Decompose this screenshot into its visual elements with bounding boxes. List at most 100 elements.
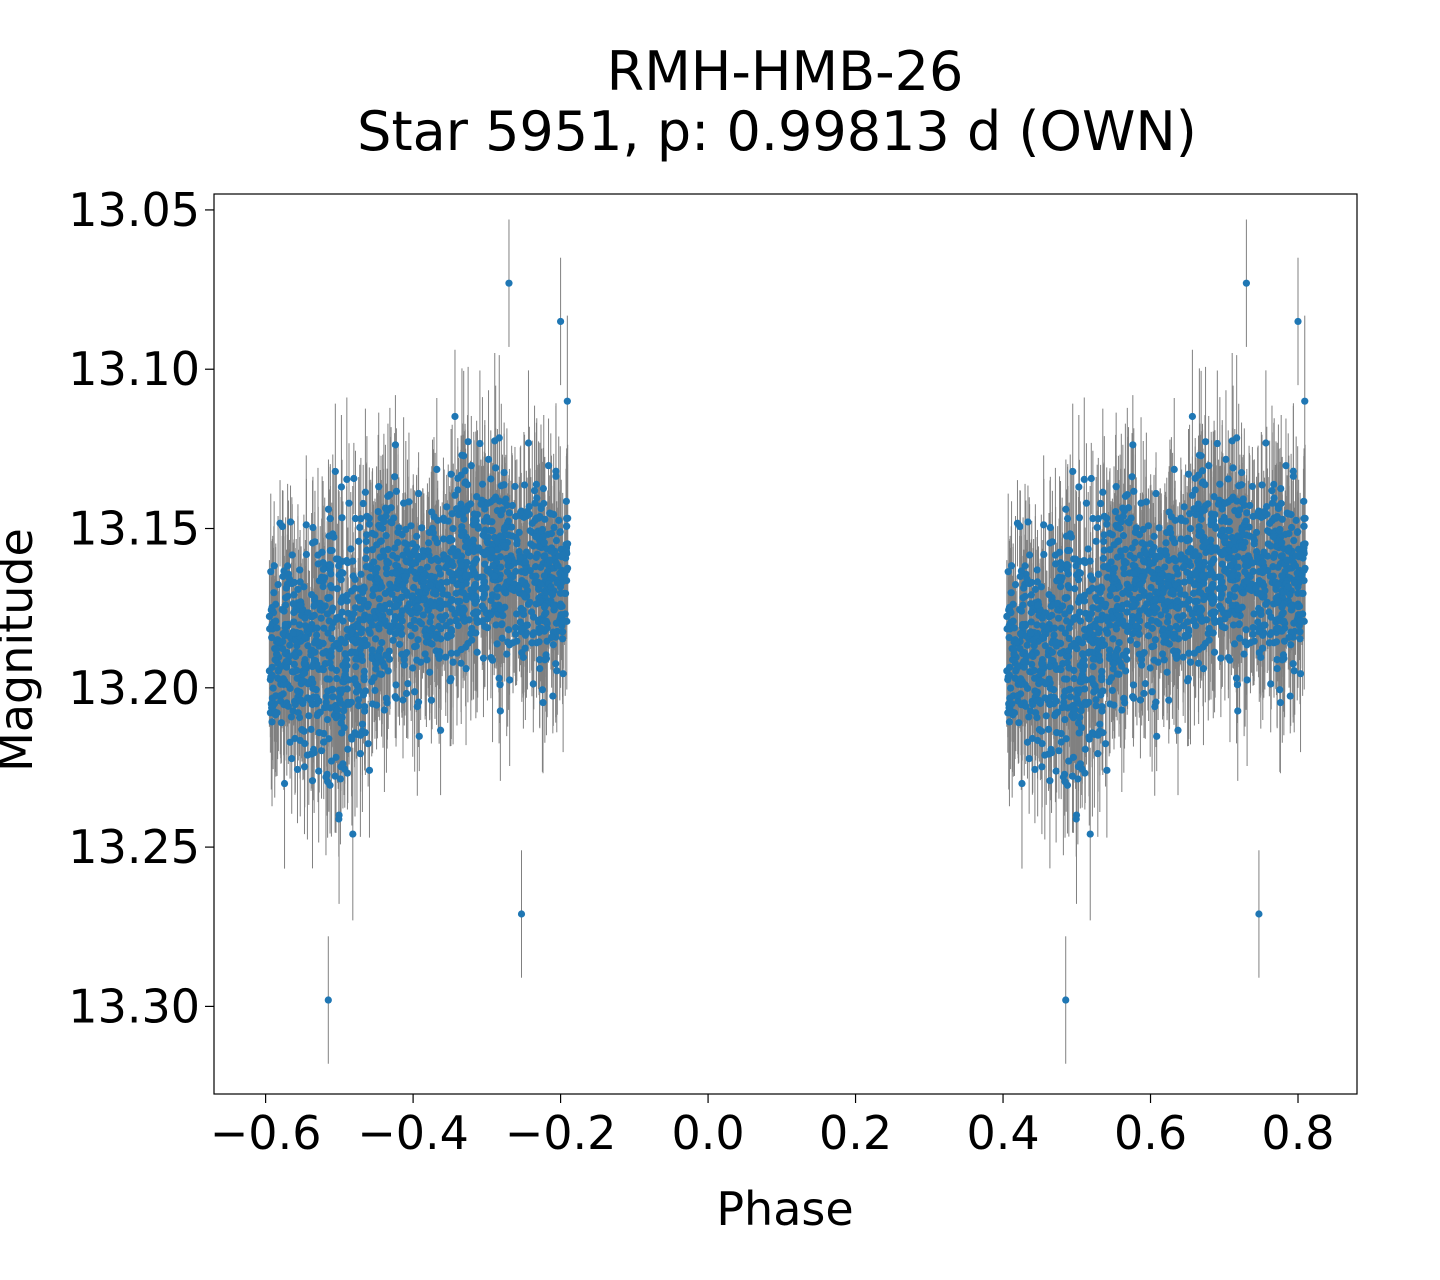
data-point [375, 483, 383, 491]
data-point [506, 676, 514, 684]
data-point [519, 591, 527, 599]
data-point [1046, 777, 1054, 785]
data-point [365, 613, 373, 621]
data-point [549, 641, 557, 649]
data-point [293, 765, 302, 774]
data-point [431, 534, 439, 543]
data-point [435, 651, 443, 660]
data-point [310, 611, 318, 619]
data-point [1153, 732, 1161, 740]
data-point [547, 547, 555, 555]
data-point [400, 661, 408, 669]
data-point [553, 667, 561, 675]
data-point [436, 570, 444, 578]
data-point [268, 671, 276, 679]
data-point [1023, 641, 1031, 649]
data-point [1061, 629, 1070, 637]
data-point [442, 556, 451, 564]
data-point [343, 475, 351, 483]
data-point [1230, 593, 1239, 601]
data-point [1197, 515, 1205, 523]
data-point [371, 686, 379, 695]
data-point [335, 562, 343, 570]
data-point [435, 564, 443, 572]
data-point [1230, 640, 1239, 648]
data-point [389, 584, 397, 592]
data-point [350, 474, 358, 483]
data-point [327, 664, 336, 672]
data-point [505, 509, 513, 517]
data-point [392, 681, 400, 689]
data-point [356, 750, 364, 758]
data-point [423, 656, 431, 664]
data-point [539, 484, 547, 493]
data-point [400, 499, 408, 507]
data-point [351, 676, 359, 684]
data-point [308, 539, 317, 547]
data-point [536, 664, 544, 673]
data-point [300, 763, 309, 771]
data-point [1151, 636, 1160, 644]
data-point [487, 475, 495, 483]
data-point [337, 483, 346, 491]
data-point [328, 685, 337, 693]
data-point [318, 573, 326, 581]
data-point [448, 596, 456, 604]
data-point [1088, 575, 1097, 584]
data-point [496, 553, 504, 561]
data-point [361, 687, 370, 695]
data-point [293, 687, 302, 695]
data-point [563, 566, 571, 574]
data-point [446, 618, 454, 626]
data-point [447, 649, 455, 657]
data-point [538, 686, 547, 694]
data-point [1108, 686, 1116, 695]
data-point [511, 630, 520, 638]
data-point [504, 638, 512, 646]
data-point [439, 514, 448, 522]
data-point [392, 561, 400, 569]
data-point [1103, 514, 1111, 522]
data-point [359, 499, 367, 508]
data-point [301, 740, 309, 748]
data-point [380, 518, 388, 526]
data-point [331, 467, 339, 476]
data-point [324, 505, 333, 513]
data-point [547, 583, 555, 591]
data-point [511, 482, 519, 491]
data-point [521, 568, 529, 577]
data-point [279, 572, 287, 581]
data-point [532, 572, 540, 580]
data-point [290, 618, 298, 626]
data-point [335, 694, 343, 702]
data-point [1217, 654, 1225, 662]
data-point [352, 655, 360, 663]
data-point [351, 514, 360, 523]
data-point [361, 707, 369, 715]
data-point [373, 574, 382, 582]
data-point [309, 523, 317, 532]
data-point [294, 585, 302, 594]
data-point [1072, 562, 1080, 570]
data-point [372, 659, 380, 668]
data-point [350, 610, 358, 618]
data-point [354, 623, 363, 631]
data-point [368, 546, 377, 554]
data-point [467, 462, 475, 470]
data-point [491, 601, 499, 609]
data-point [1240, 650, 1248, 658]
data-point [339, 617, 347, 625]
data-point [423, 563, 431, 571]
chart-title: RMH-HMB-26 [607, 40, 964, 103]
data-point [560, 589, 568, 597]
data-point [321, 602, 329, 610]
data-point [1201, 481, 1209, 489]
data-point [452, 616, 460, 624]
data-point [375, 595, 383, 603]
data-point [338, 686, 346, 694]
data-point [552, 619, 561, 627]
data-point [273, 624, 281, 632]
data-point [1130, 487, 1138, 495]
data-point [287, 713, 295, 721]
data-point [319, 649, 327, 657]
